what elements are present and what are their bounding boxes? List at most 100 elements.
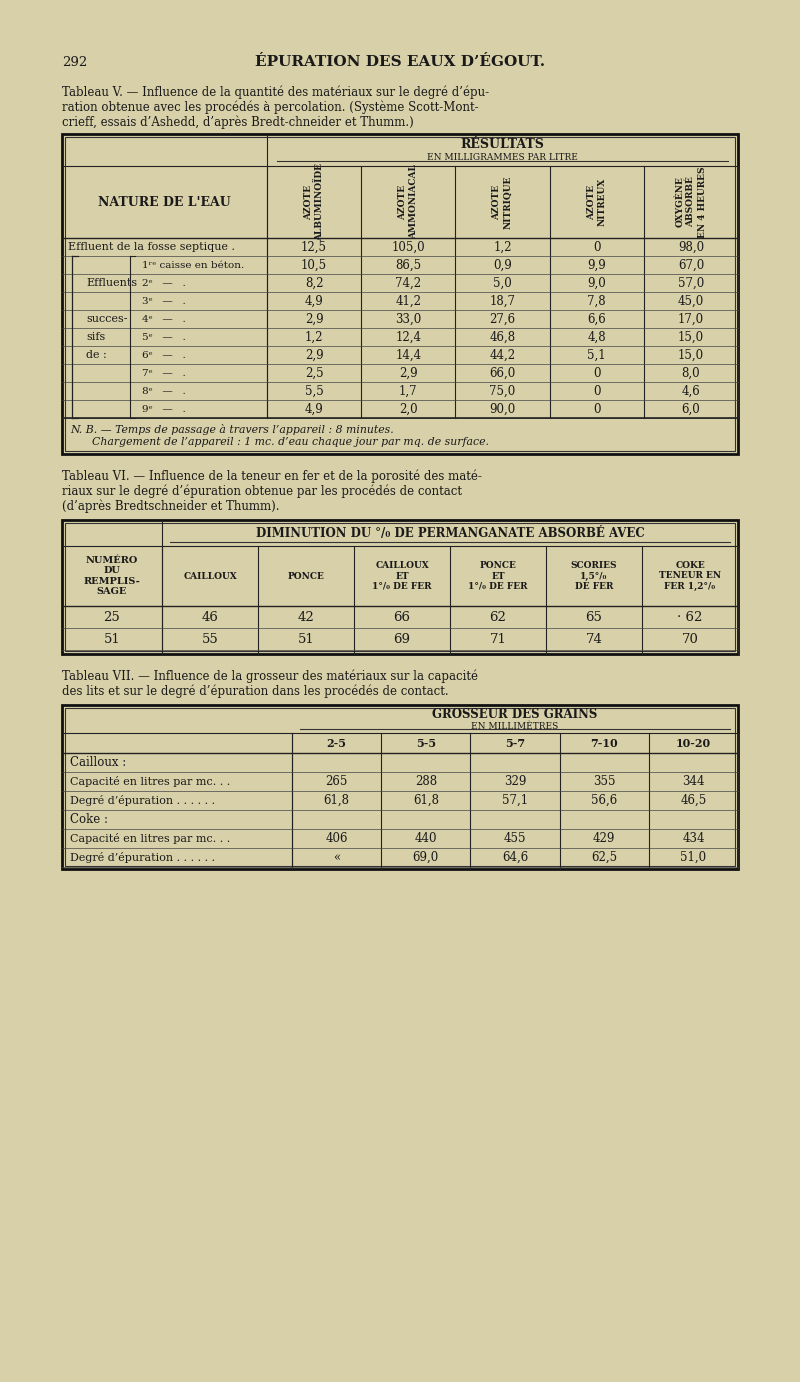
Text: 455: 455 [504, 832, 526, 844]
Text: 0: 0 [593, 402, 601, 416]
Text: ration obtenue avec les procédés à percolation. (Système Scott-Mont-: ration obtenue avec les procédés à perco… [62, 101, 478, 113]
Text: 2ᵉ   —   .: 2ᵉ — . [142, 279, 186, 287]
Text: 7-10: 7-10 [590, 738, 618, 749]
Text: Effluents: Effluents [86, 278, 137, 287]
Text: 61,8: 61,8 [323, 795, 350, 807]
Text: crieff, essais d’Ashedd, d’après Bredt-chneider et Thumm.): crieff, essais d’Ashedd, d’après Bredt-c… [62, 115, 414, 129]
Text: 2,9: 2,9 [305, 312, 323, 326]
Text: 344: 344 [682, 775, 705, 788]
Text: sifs: sifs [86, 332, 106, 341]
Text: 434: 434 [682, 832, 705, 844]
Text: 440: 440 [414, 832, 437, 844]
Text: (d’après Bredtschneider et Thumm).: (d’après Bredtschneider et Thumm). [62, 499, 279, 513]
Text: 51: 51 [104, 633, 120, 645]
Text: 6,0: 6,0 [682, 402, 700, 416]
Bar [65, 522, 735, 651]
Text: 1ʳᵉ caisse en béton.: 1ʳᵉ caisse en béton. [142, 260, 244, 269]
Text: 46,5: 46,5 [680, 795, 706, 807]
Text: 265: 265 [326, 775, 348, 788]
Text: 292: 292 [62, 55, 87, 69]
Text: 74: 74 [586, 633, 602, 645]
Text: 33,0: 33,0 [395, 312, 422, 326]
Text: 0: 0 [593, 366, 601, 380]
Text: 66: 66 [394, 611, 410, 623]
Text: COKE
TENEUR EN
FER 1,2°/₀: COKE TENEUR EN FER 1,2°/₀ [659, 561, 721, 591]
Text: 2,9: 2,9 [399, 366, 418, 380]
Text: 5ᵉ   —   .: 5ᵉ — . [142, 333, 186, 341]
Text: 329: 329 [504, 775, 526, 788]
Text: 57,0: 57,0 [678, 276, 704, 289]
Text: «: « [333, 851, 340, 864]
Text: 12,4: 12,4 [395, 330, 422, 344]
Text: 2-5: 2-5 [326, 738, 346, 749]
Text: 46: 46 [202, 611, 218, 623]
Text: 74,2: 74,2 [395, 276, 422, 289]
Text: GROSSEUR DES GRAINS: GROSSEUR DES GRAINS [432, 708, 598, 720]
Text: 7,8: 7,8 [587, 294, 606, 308]
Text: 70: 70 [682, 633, 698, 645]
Text: 1,2: 1,2 [494, 240, 512, 253]
Text: 14,4: 14,4 [395, 348, 422, 362]
Text: 1,7: 1,7 [399, 384, 418, 398]
Text: 17,0: 17,0 [678, 312, 704, 326]
Text: 1,2: 1,2 [305, 330, 323, 344]
Text: 4,8: 4,8 [587, 330, 606, 344]
Text: 27,6: 27,6 [490, 312, 515, 326]
Text: 8,2: 8,2 [305, 276, 323, 289]
Text: 6,6: 6,6 [587, 312, 606, 326]
Text: 9,9: 9,9 [587, 258, 606, 271]
Text: N. B. — Temps de passage à travers l’appareil : 8 minutes.: N. B. — Temps de passage à travers l’app… [70, 423, 394, 434]
Text: 288: 288 [414, 775, 437, 788]
Text: NUMÉRO
DU
REMPLIS-
SAGE: NUMÉRO DU REMPLIS- SAGE [84, 556, 140, 596]
Text: 8,0: 8,0 [682, 366, 700, 380]
Text: Chargement de l’appareil : 1 mc. d’eau chaque jour par mq. de surface.: Chargement de l’appareil : 1 mc. d’eau c… [92, 437, 489, 446]
Text: PONCE
ET
1°/₀ DE FER: PONCE ET 1°/₀ DE FER [468, 561, 528, 591]
Text: 15,0: 15,0 [678, 348, 704, 362]
Text: PONCE: PONCE [287, 572, 325, 580]
Text: 5,5: 5,5 [305, 384, 323, 398]
Text: 4,9: 4,9 [305, 294, 323, 308]
Text: ÉPURATION DES EAUX D’ÉGOUT.: ÉPURATION DES EAUX D’ÉGOUT. [255, 55, 545, 69]
Text: 62,5: 62,5 [591, 851, 618, 864]
Text: 55: 55 [202, 633, 218, 645]
Text: 105,0: 105,0 [391, 240, 425, 253]
Text: 15,0: 15,0 [678, 330, 704, 344]
Text: 9ᵉ   —   .: 9ᵉ — . [142, 405, 186, 413]
Text: 45,0: 45,0 [678, 294, 704, 308]
Text: Coke :: Coke : [70, 813, 108, 826]
Text: Capacité en litres par mc. . .: Capacité en litres par mc. . . [70, 833, 230, 844]
Text: 10-20: 10-20 [676, 738, 711, 749]
Text: 429: 429 [593, 832, 615, 844]
Text: 3ᵉ   —   .: 3ᵉ — . [142, 297, 186, 305]
Text: CAILLOUX
ET
1°/₀ DE FER: CAILLOUX ET 1°/₀ DE FER [372, 561, 432, 591]
Text: EN MILLIMÈTRES: EN MILLIMÈTRES [471, 721, 558, 731]
Bar [62, 705, 738, 869]
Text: 90,0: 90,0 [490, 402, 516, 416]
Text: 51: 51 [298, 633, 314, 645]
Text: riaux sur le degré d’épuration obtenue par les procédés de contact: riaux sur le degré d’épuration obtenue p… [62, 484, 462, 498]
Text: 65: 65 [586, 611, 602, 623]
Text: 56,6: 56,6 [591, 795, 618, 807]
Text: CAILLOUX: CAILLOUX [183, 572, 237, 580]
Text: succes-: succes- [86, 314, 127, 323]
Text: 67,0: 67,0 [678, 258, 704, 271]
Text: 98,0: 98,0 [678, 240, 704, 253]
Bar [65, 137, 735, 451]
Text: AZOTE
AMMONIACAL: AZOTE AMMONIACAL [398, 164, 418, 239]
Text: NATURE DE L'EAU: NATURE DE L'EAU [98, 195, 231, 209]
Text: de :: de : [86, 350, 106, 359]
Text: 69,0: 69,0 [413, 851, 439, 864]
Text: 12,5: 12,5 [301, 240, 327, 253]
Text: 44,2: 44,2 [490, 348, 515, 362]
Text: Capacité en litres par mc. . .: Capacité en litres par mc. . . [70, 777, 230, 786]
Text: 69: 69 [394, 633, 410, 645]
Text: AZOTE
NITRIQUE: AZOTE NITRIQUE [493, 176, 513, 228]
Bar [62, 520, 738, 654]
Text: 4,6: 4,6 [682, 384, 700, 398]
Text: Tableau V. — Influence de la quantité des matériaux sur le degré d’épu-: Tableau V. — Influence de la quantité de… [62, 86, 489, 98]
Text: 0,9: 0,9 [493, 258, 512, 271]
Text: 25: 25 [104, 611, 120, 623]
Text: 62: 62 [490, 611, 506, 623]
Text: 2,0: 2,0 [399, 402, 418, 416]
Text: DIMINUTION DU °/₀ DE PERMANGANATE ABSORBÉ AVEC: DIMINUTION DU °/₀ DE PERMANGANATE ABSORB… [256, 527, 644, 539]
